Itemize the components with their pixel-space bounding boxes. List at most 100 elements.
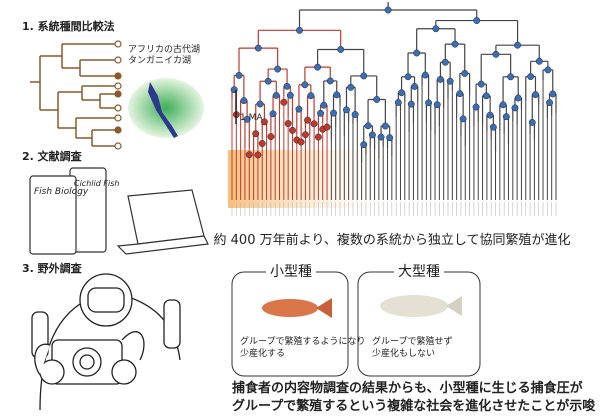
node-state <box>343 106 350 114</box>
node-state <box>377 133 385 141</box>
node-state <box>499 101 507 109</box>
node-state <box>317 109 325 117</box>
node-state <box>254 151 262 159</box>
node-state <box>284 120 292 128</box>
large-fish <box>380 295 462 317</box>
lake-caption: アフリカの古代湖 <box>128 43 200 55</box>
title-backdrop <box>266 262 316 280</box>
node-state <box>258 140 266 147</box>
node-state <box>394 99 402 106</box>
node-state <box>337 46 345 53</box>
book-title: Cichlid Fish <box>74 179 119 188</box>
comparison-text: 少産化する <box>240 347 285 359</box>
lake <box>148 82 178 138</box>
node-state <box>243 115 251 123</box>
node-state <box>320 101 328 109</box>
node-state <box>260 118 268 126</box>
node-state <box>477 80 485 88</box>
cladogram <box>30 43 118 147</box>
node-state <box>240 97 248 105</box>
node-state <box>252 130 260 138</box>
node-state <box>286 91 294 99</box>
node-state <box>451 40 459 48</box>
node-state <box>514 94 522 102</box>
title-backdrop <box>394 262 444 280</box>
node-state <box>544 66 552 74</box>
node-state <box>413 49 421 57</box>
book-title: Fish Biology <box>34 187 89 197</box>
lake-glow <box>128 78 204 138</box>
comparison-text: 少産化もしない <box>372 347 435 359</box>
node-state <box>441 58 449 66</box>
node-state <box>535 57 543 65</box>
node-state <box>507 73 515 81</box>
node-state <box>549 90 557 98</box>
node-state <box>384 6 392 14</box>
phylogeny-caption: 約 400 万年前より、複数の系統から独立して協同繁殖が進化 <box>214 232 571 248</box>
node-state <box>295 105 303 113</box>
diver <box>31 273 181 411</box>
laptop <box>116 189 209 255</box>
node-state <box>289 126 296 134</box>
node-state <box>411 83 418 90</box>
node-state <box>245 151 253 159</box>
comparison-text: グループで繁殖するようになり <box>240 335 365 347</box>
node-state <box>323 123 331 131</box>
node-state <box>274 65 282 73</box>
cladogram-tips <box>114 40 122 150</box>
node-state <box>373 96 381 103</box>
comparison-title: 大型種 <box>398 264 440 280</box>
lake-caption: タンガニイカ湖 <box>128 55 191 66</box>
comparison-box <box>357 271 481 377</box>
node-state <box>368 131 376 139</box>
node-state <box>486 111 494 119</box>
node-state <box>461 69 469 77</box>
node-state <box>256 100 264 108</box>
node-state <box>301 131 309 139</box>
node-state <box>472 103 480 111</box>
node-state <box>492 50 500 58</box>
node-state <box>272 91 280 99</box>
node-state <box>446 77 454 85</box>
node-state <box>333 91 341 99</box>
node-state <box>432 25 440 33</box>
phylogeny <box>230 2 557 216</box>
scale-label: 1 MA <box>240 113 263 123</box>
node-state <box>269 110 277 118</box>
node-state <box>436 75 444 83</box>
node-state <box>360 72 368 80</box>
node-state <box>473 17 481 24</box>
node-state <box>267 133 275 141</box>
node-state <box>386 134 394 142</box>
node-state <box>404 73 412 81</box>
node-state <box>314 63 322 71</box>
small-fish <box>262 298 332 318</box>
node-state <box>235 71 243 79</box>
node-state <box>546 99 553 107</box>
node-state <box>511 104 519 112</box>
conclusion: グループで繁殖するという複雑な社会を進化させたことが示唆 <box>232 398 596 414</box>
node-state <box>482 92 490 100</box>
conclusion: 捕食者の内容物調査の結果からも、小型種に生じる捕食圧が <box>232 380 583 396</box>
node-state <box>310 120 318 128</box>
node-state <box>364 122 372 130</box>
node-state <box>425 99 433 107</box>
node-state <box>527 73 535 81</box>
node-state <box>280 98 288 106</box>
node-state <box>254 44 262 52</box>
node-state <box>347 83 355 91</box>
node-state <box>330 109 337 117</box>
node-state <box>398 89 406 97</box>
cooperative-breeding-shading <box>228 150 388 208</box>
method-label: 3. 野外調査 <box>22 261 82 275</box>
node-state <box>489 123 497 131</box>
node-state <box>307 92 315 100</box>
comparison-text: グループで繁殖せず <box>372 335 452 347</box>
node-state <box>297 138 305 146</box>
node-state <box>301 81 309 89</box>
node-state <box>407 100 415 108</box>
node-state <box>502 113 510 121</box>
node-state <box>528 118 536 126</box>
comparison-title: 小型種 <box>270 264 312 280</box>
comparison-box <box>231 271 349 377</box>
